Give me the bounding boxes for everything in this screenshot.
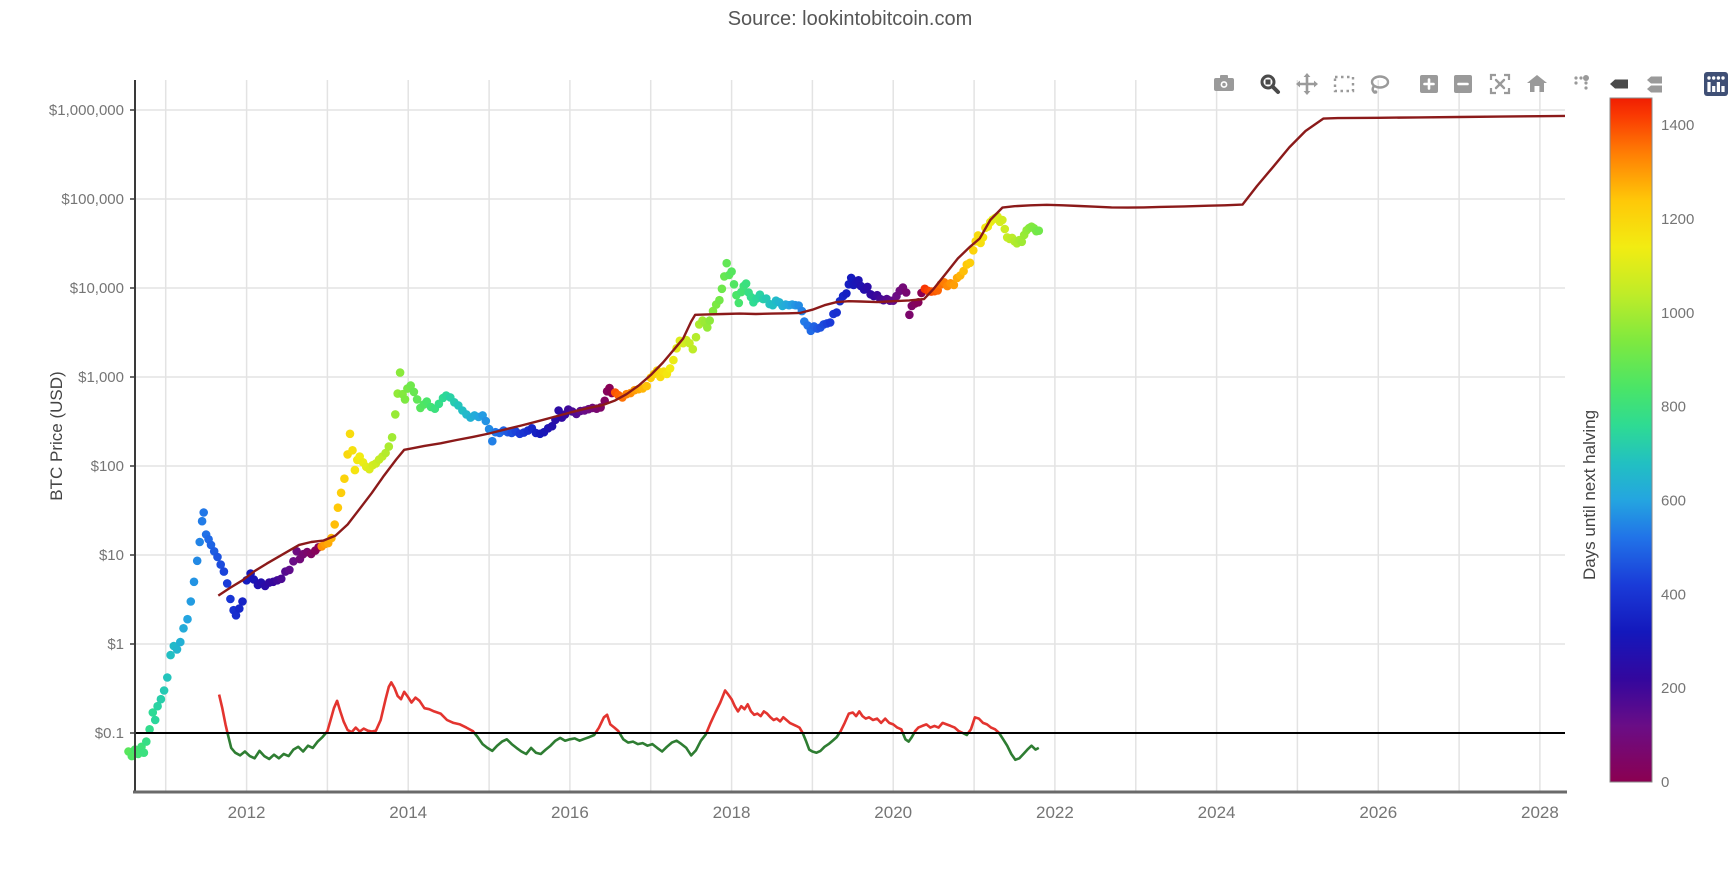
zoom-icon[interactable] bbox=[1260, 74, 1280, 94]
svg-text:$10,000: $10,000 bbox=[70, 280, 124, 297]
svg-text:2016: 2016 bbox=[551, 803, 589, 822]
camera-icon[interactable] bbox=[1214, 75, 1234, 91]
svg-text:$1,000: $1,000 bbox=[78, 369, 124, 386]
svg-text:2026: 2026 bbox=[1359, 803, 1397, 822]
svg-text:$100,000: $100,000 bbox=[61, 191, 124, 208]
svg-text:2018: 2018 bbox=[713, 803, 751, 822]
svg-text:800: 800 bbox=[1661, 399, 1686, 416]
pan-icon[interactable] bbox=[1296, 73, 1318, 95]
svg-text:2012: 2012 bbox=[228, 803, 266, 822]
svg-text:1000: 1000 bbox=[1661, 305, 1694, 322]
svg-text:400: 400 bbox=[1661, 586, 1686, 603]
spikeline-icon[interactable] bbox=[1574, 75, 1589, 90]
btc-price-scatter[interactable] bbox=[124, 212, 1044, 761]
svg-text:1400: 1400 bbox=[1661, 117, 1694, 134]
svg-text:1200: 1200 bbox=[1661, 211, 1694, 228]
svg-text:600: 600 bbox=[1661, 493, 1686, 510]
zoom-in-icon[interactable] bbox=[1420, 75, 1438, 93]
svg-text:0: 0 bbox=[1661, 774, 1669, 791]
svg-text:$1,000,000: $1,000,000 bbox=[49, 102, 124, 119]
svg-text:$100: $100 bbox=[91, 458, 124, 475]
colorbar-tick-labels: 0 200 400 600 800 1000 1200 1400 bbox=[1661, 117, 1694, 791]
hover-compare-icon[interactable] bbox=[1647, 76, 1662, 93]
colorbar-gradient bbox=[1609, 97, 1653, 783]
modebar bbox=[1214, 72, 1728, 96]
zoom-out-icon[interactable] bbox=[1454, 75, 1472, 93]
svg-text:200: 200 bbox=[1661, 680, 1686, 697]
y-tick-labels: $1,000,000 $100,000 $10,000 $1,000 $100 $10 $1… bbox=[49, 102, 135, 742]
x-tick-labels: 2012 2014 2016 2018 2020 2022 2024 2026 2028 bbox=[228, 803, 1559, 822]
autoscale-icon[interactable] bbox=[1489, 73, 1511, 95]
svg-text:$10: $10 bbox=[99, 547, 124, 564]
chart-title: Source: lookintobitcoin.com bbox=[727, 8, 973, 30]
plotly-logo-icon[interactable] bbox=[1704, 72, 1728, 96]
model-line[interactable] bbox=[217, 114, 1566, 597]
gridlines bbox=[135, 80, 1565, 792]
svg-text:2014: 2014 bbox=[389, 803, 427, 822]
svg-text:$1: $1 bbox=[107, 636, 124, 653]
divergence-oscillator[interactable] bbox=[217, 681, 1040, 762]
svg-text:2020: 2020 bbox=[874, 803, 912, 822]
svg-text:$0.1: $0.1 bbox=[95, 725, 124, 742]
svg-text:2024: 2024 bbox=[1198, 803, 1236, 822]
svg-text:2022: 2022 bbox=[1036, 803, 1074, 822]
hover-closest-icon[interactable] bbox=[1610, 79, 1628, 89]
svg-text:2028: 2028 bbox=[1521, 803, 1559, 822]
box-select-icon[interactable] bbox=[1333, 75, 1355, 93]
lasso-select-icon[interactable] bbox=[1370, 75, 1390, 94]
home-icon[interactable] bbox=[1527, 75, 1547, 92]
